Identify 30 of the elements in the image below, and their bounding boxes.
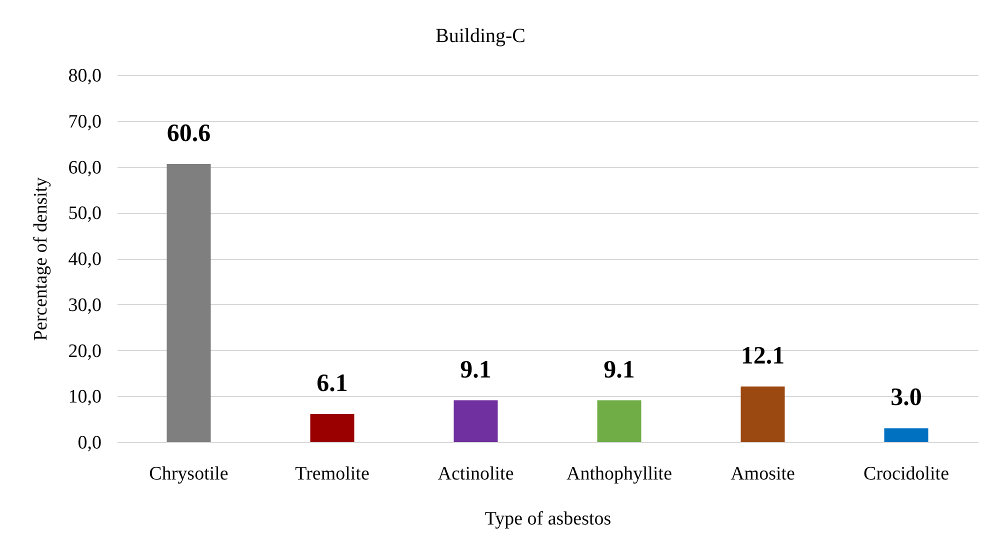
bar	[597, 400, 642, 442]
data-label: 6.1	[316, 370, 348, 398]
data-label: 9.1	[460, 356, 492, 384]
x-tick-label: Crocidolite	[864, 464, 949, 484]
x-tick-label: Amosite	[730, 464, 795, 484]
x-tick-label: Chrysotile	[149, 464, 228, 484]
x-tick-label: Actinolite	[438, 464, 514, 484]
data-label: 9.1	[604, 356, 635, 384]
y-tick-label: 30,0	[68, 294, 102, 316]
bar	[310, 414, 354, 442]
y-tick-label: 60,0	[68, 157, 102, 178]
x-tick-label: Anthophyllite	[566, 464, 672, 484]
y-tick-label: 40,0	[68, 249, 102, 270]
x-axis-title: Type of asbestos	[484, 508, 612, 530]
chart-title: Building-C	[435, 25, 526, 47]
y-tick-label: 80,0	[68, 66, 102, 86]
bar	[740, 386, 785, 442]
bar	[454, 400, 498, 442]
data-label: 12.1	[740, 342, 785, 370]
bar	[884, 428, 928, 442]
data-label: 60.6	[166, 120, 211, 147]
y-tick-label: 50,0	[68, 203, 102, 224]
bar	[166, 164, 211, 442]
y-tick-label: 20,0	[68, 340, 102, 362]
y-tick-label: 70,0	[68, 111, 102, 132]
data-label: 3.0	[890, 384, 922, 412]
x-tick-label: Tremolite	[295, 464, 370, 484]
y-axis-title: Percentage of density	[30, 176, 52, 341]
y-tick-label: 0,0	[78, 432, 102, 454]
y-tick-label: 10,0	[68, 386, 102, 408]
